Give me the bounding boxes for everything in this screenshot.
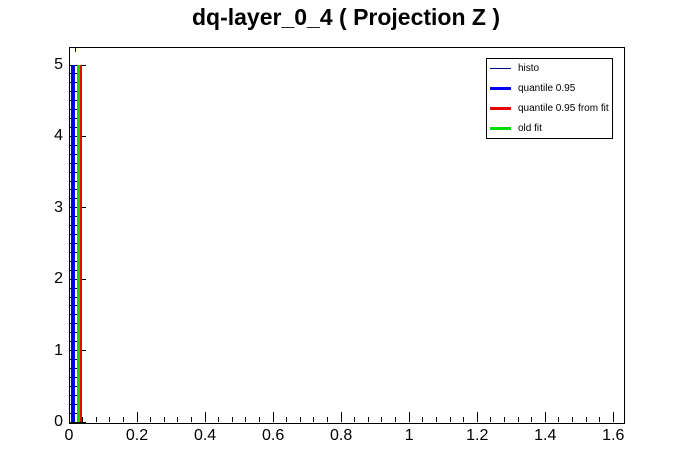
- x-axis-minor-tick: [490, 417, 492, 422]
- y-axis-tick-label: 4: [54, 127, 63, 145]
- x-axis-minor-tick: [503, 417, 505, 422]
- y-axis-tick-label: 3: [54, 198, 63, 216]
- x-axis-major-tick: [136, 412, 138, 422]
- series-line-old-fit: [77, 65, 81, 422]
- x-axis-minor-tick: [177, 417, 179, 422]
- x-axis-minor-tick: [218, 417, 220, 422]
- legend-line-sample: [490, 68, 511, 70]
- x-axis-major-tick: [408, 412, 410, 422]
- x-axis-major-tick: [204, 412, 206, 422]
- y-axis-tick-label: 5: [54, 56, 63, 73]
- legend-entry: histo: [487, 59, 612, 79]
- y-axis-tick-label: 2: [54, 270, 63, 288]
- x-axis-minor-tick: [190, 417, 192, 422]
- x-axis-major-tick: [612, 412, 614, 422]
- x-axis-minor-tick: [422, 417, 424, 422]
- x-axis-minor-tick: [463, 417, 465, 422]
- x-axis-minor-tick: [122, 417, 124, 422]
- x-axis-minor-tick: [354, 417, 356, 422]
- x-axis-minor-tick: [299, 417, 301, 422]
- x-axis-tick-label: 1.6: [602, 427, 625, 444]
- legend-entry: quantile 0.95 from fit: [487, 99, 612, 119]
- legend-entry: old fit: [487, 118, 612, 138]
- x-axis-minor-tick: [245, 417, 247, 422]
- x-axis-minor-tick: [381, 417, 383, 422]
- series-line-histo: [75, 47, 77, 53]
- x-axis-minor-tick: [395, 417, 397, 422]
- legend-entry-label: histo: [518, 63, 540, 75]
- series-line-quantile-0-95-from-fit: [79, 65, 82, 422]
- y-axis-tick-label: 1: [54, 341, 63, 359]
- x-axis-minor-tick: [585, 417, 587, 422]
- x-axis-tick-label: 0.4: [193, 427, 217, 444]
- x-axis-major-tick: [272, 412, 274, 422]
- x-axis-minor-tick: [367, 417, 369, 422]
- legend-line-sample: [490, 106, 511, 110]
- x-axis-major-tick: [340, 412, 342, 422]
- x-axis-tick-label: 1.2: [466, 427, 489, 444]
- x-axis-minor-tick: [231, 417, 233, 422]
- x-axis-major-tick: [544, 412, 546, 422]
- plot-frame: [69, 47, 625, 424]
- legend-entry: quantile 0.95: [487, 79, 612, 99]
- x-axis-minor-tick: [163, 417, 165, 422]
- legend-entry-label: quantile 0.95: [518, 83, 576, 95]
- x-axis-minor-tick: [599, 417, 601, 422]
- x-axis-minor-tick: [150, 417, 152, 422]
- x-axis-tick-label: 0.8: [330, 427, 353, 444]
- x-axis-minor-tick: [95, 417, 97, 422]
- x-axis-minor-tick: [286, 417, 288, 422]
- legend-line-sample: [490, 87, 511, 91]
- x-axis-tick-label: 0.2: [125, 427, 149, 444]
- x-axis-tick-label: 0.6: [261, 427, 285, 444]
- x-axis-minor-tick: [259, 417, 260, 422]
- x-axis-major-tick: [68, 412, 70, 422]
- x-axis-minor-tick: [449, 417, 451, 422]
- y-axis-major-tick: [69, 421, 86, 423]
- x-axis-tick-label: 0: [64, 427, 74, 444]
- x-axis-tick-label: 1: [404, 427, 414, 444]
- legend-entry-label: quantile 0.95 from fit: [518, 102, 609, 114]
- legend-line-sample: [490, 126, 511, 130]
- y-axis-tick-label: 0: [54, 413, 63, 430]
- x-axis-minor-tick: [517, 417, 519, 422]
- x-axis-minor-tick: [435, 417, 437, 422]
- x-axis-minor-tick: [327, 417, 329, 422]
- x-axis-minor-tick: [109, 417, 111, 422]
- x-axis-minor-tick: [82, 417, 84, 422]
- legend-entry-label: old fit: [518, 122, 542, 134]
- x-axis-minor-tick: [313, 417, 315, 422]
- x-axis-tick-label: 1.4: [534, 427, 557, 444]
- legend: histo quantile 0.95 quantile 0.95 from fit…: [486, 58, 613, 139]
- series-line-quantile-0-95: [71, 65, 76, 422]
- plot-title: dq-layer_0_4 ( Projection Z ): [191, 4, 501, 30]
- x-axis-minor-tick: [558, 417, 560, 422]
- x-axis-minor-tick: [531, 417, 533, 422]
- x-axis-minor-tick: [571, 417, 573, 422]
- x-axis-major-tick: [476, 412, 478, 422]
